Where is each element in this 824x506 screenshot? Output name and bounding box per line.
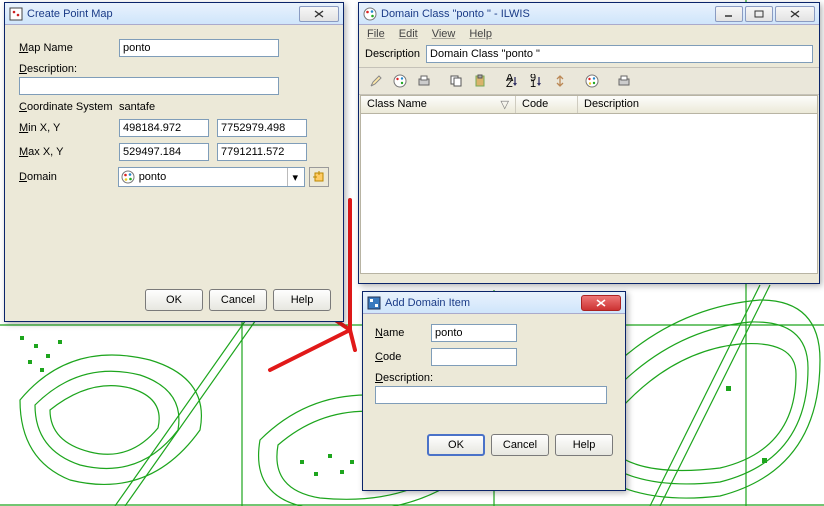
sort-asc-alpha-icon[interactable]: AZ	[501, 71, 523, 91]
maxy-input[interactable]	[217, 143, 307, 161]
domain-label: Domain	[19, 171, 118, 183]
list-body[interactable]	[360, 114, 818, 274]
edit-icon[interactable]	[365, 71, 387, 91]
domain-select[interactable]: ponto ▾	[118, 167, 306, 187]
maxx-input[interactable]	[119, 143, 209, 161]
maximize-button[interactable]	[745, 6, 773, 22]
name-input[interactable]	[431, 324, 517, 342]
minimize-button[interactable]	[715, 6, 743, 22]
titlebar[interactable]: Domain Class "ponto " - ILWIS	[359, 3, 819, 25]
app-icon	[367, 296, 381, 310]
window-title: Create Point Map	[27, 8, 297, 20]
domain-value: ponto	[139, 171, 288, 183]
list-header: Class Name ▽ Code Description	[360, 95, 818, 114]
add-domain-item-dialog: Add Domain Item Name Code Description: O…	[362, 291, 626, 491]
minimize-icon	[724, 10, 734, 18]
menu-view[interactable]: View	[432, 28, 456, 40]
description-label: Description:	[19, 63, 119, 75]
window-title: Add Domain Item	[385, 297, 579, 309]
menu-file[interactable]: File	[367, 28, 385, 40]
palette-icon	[363, 7, 377, 21]
paste-icon[interactable]	[469, 71, 491, 91]
close-icon	[596, 299, 606, 307]
description-input[interactable]	[375, 386, 607, 404]
sort-asc-num-icon[interactable]: 91	[525, 71, 547, 91]
close-icon	[790, 10, 800, 18]
description-input[interactable]	[19, 77, 279, 95]
ok-button[interactable]: OK	[427, 434, 485, 456]
menu-bar: File Edit View Help	[359, 25, 819, 43]
svg-text:1: 1	[530, 78, 536, 88]
miny-input[interactable]	[217, 119, 307, 137]
description-label: Description:	[375, 372, 433, 384]
description-label: Description	[365, 48, 420, 60]
close-button[interactable]	[299, 6, 339, 22]
map-name-label: Map Name	[19, 42, 119, 54]
create-point-map-dialog: Create Point Map Map Name Description: C…	[4, 2, 344, 322]
code-input[interactable]	[431, 348, 517, 366]
copy-icon[interactable]	[445, 71, 467, 91]
help-button[interactable]: Help	[555, 434, 613, 456]
minxy-label: Min X, Y	[19, 122, 119, 134]
close-button[interactable]	[775, 6, 815, 22]
manual-sort-icon[interactable]	[549, 71, 571, 91]
palette-icon	[121, 170, 135, 184]
cancel-button[interactable]: Cancel	[209, 289, 267, 311]
menu-edit[interactable]: Edit	[399, 28, 418, 40]
app-icon	[9, 7, 23, 21]
help-button[interactable]: Help	[273, 289, 331, 311]
svg-text:Z: Z	[506, 78, 513, 88]
sort-indicator-icon: ▽	[501, 98, 509, 111]
ok-button[interactable]: OK	[145, 289, 203, 311]
name-label: Name	[375, 327, 431, 339]
print2-icon[interactable]	[613, 71, 635, 91]
representation-icon[interactable]	[581, 71, 603, 91]
toolbar: AZ 91	[359, 67, 819, 95]
domain-class-window: Domain Class "ponto " - ILWIS File Edit …	[358, 2, 820, 284]
chevron-down-icon: ▾	[287, 168, 302, 186]
coord-sys-value: santafe	[119, 101, 155, 113]
close-icon	[314, 10, 324, 18]
palette-icon[interactable]	[389, 71, 411, 91]
titlebar[interactable]: Create Point Map	[5, 3, 343, 25]
col-classname[interactable]: Class Name ▽	[361, 96, 516, 113]
minx-input[interactable]	[119, 119, 209, 137]
maxxy-label: Max X, Y	[19, 146, 119, 158]
col-code[interactable]: Code	[516, 96, 578, 113]
col-description[interactable]: Description	[578, 96, 817, 113]
code-label: Code	[375, 351, 431, 363]
new-icon	[313, 171, 325, 183]
cancel-button[interactable]: Cancel	[491, 434, 549, 456]
create-domain-button[interactable]	[309, 167, 329, 187]
map-name-input[interactable]	[119, 39, 279, 57]
menu-help[interactable]: Help	[469, 28, 492, 40]
titlebar[interactable]: Add Domain Item	[363, 292, 625, 314]
close-button[interactable]	[581, 295, 621, 311]
coord-sys-label: Coordinate System	[19, 101, 119, 113]
window-title: Domain Class "ponto " - ILWIS	[381, 8, 713, 20]
description-input[interactable]	[426, 45, 813, 63]
print-icon[interactable]	[413, 71, 435, 91]
maximize-icon	[754, 10, 764, 18]
